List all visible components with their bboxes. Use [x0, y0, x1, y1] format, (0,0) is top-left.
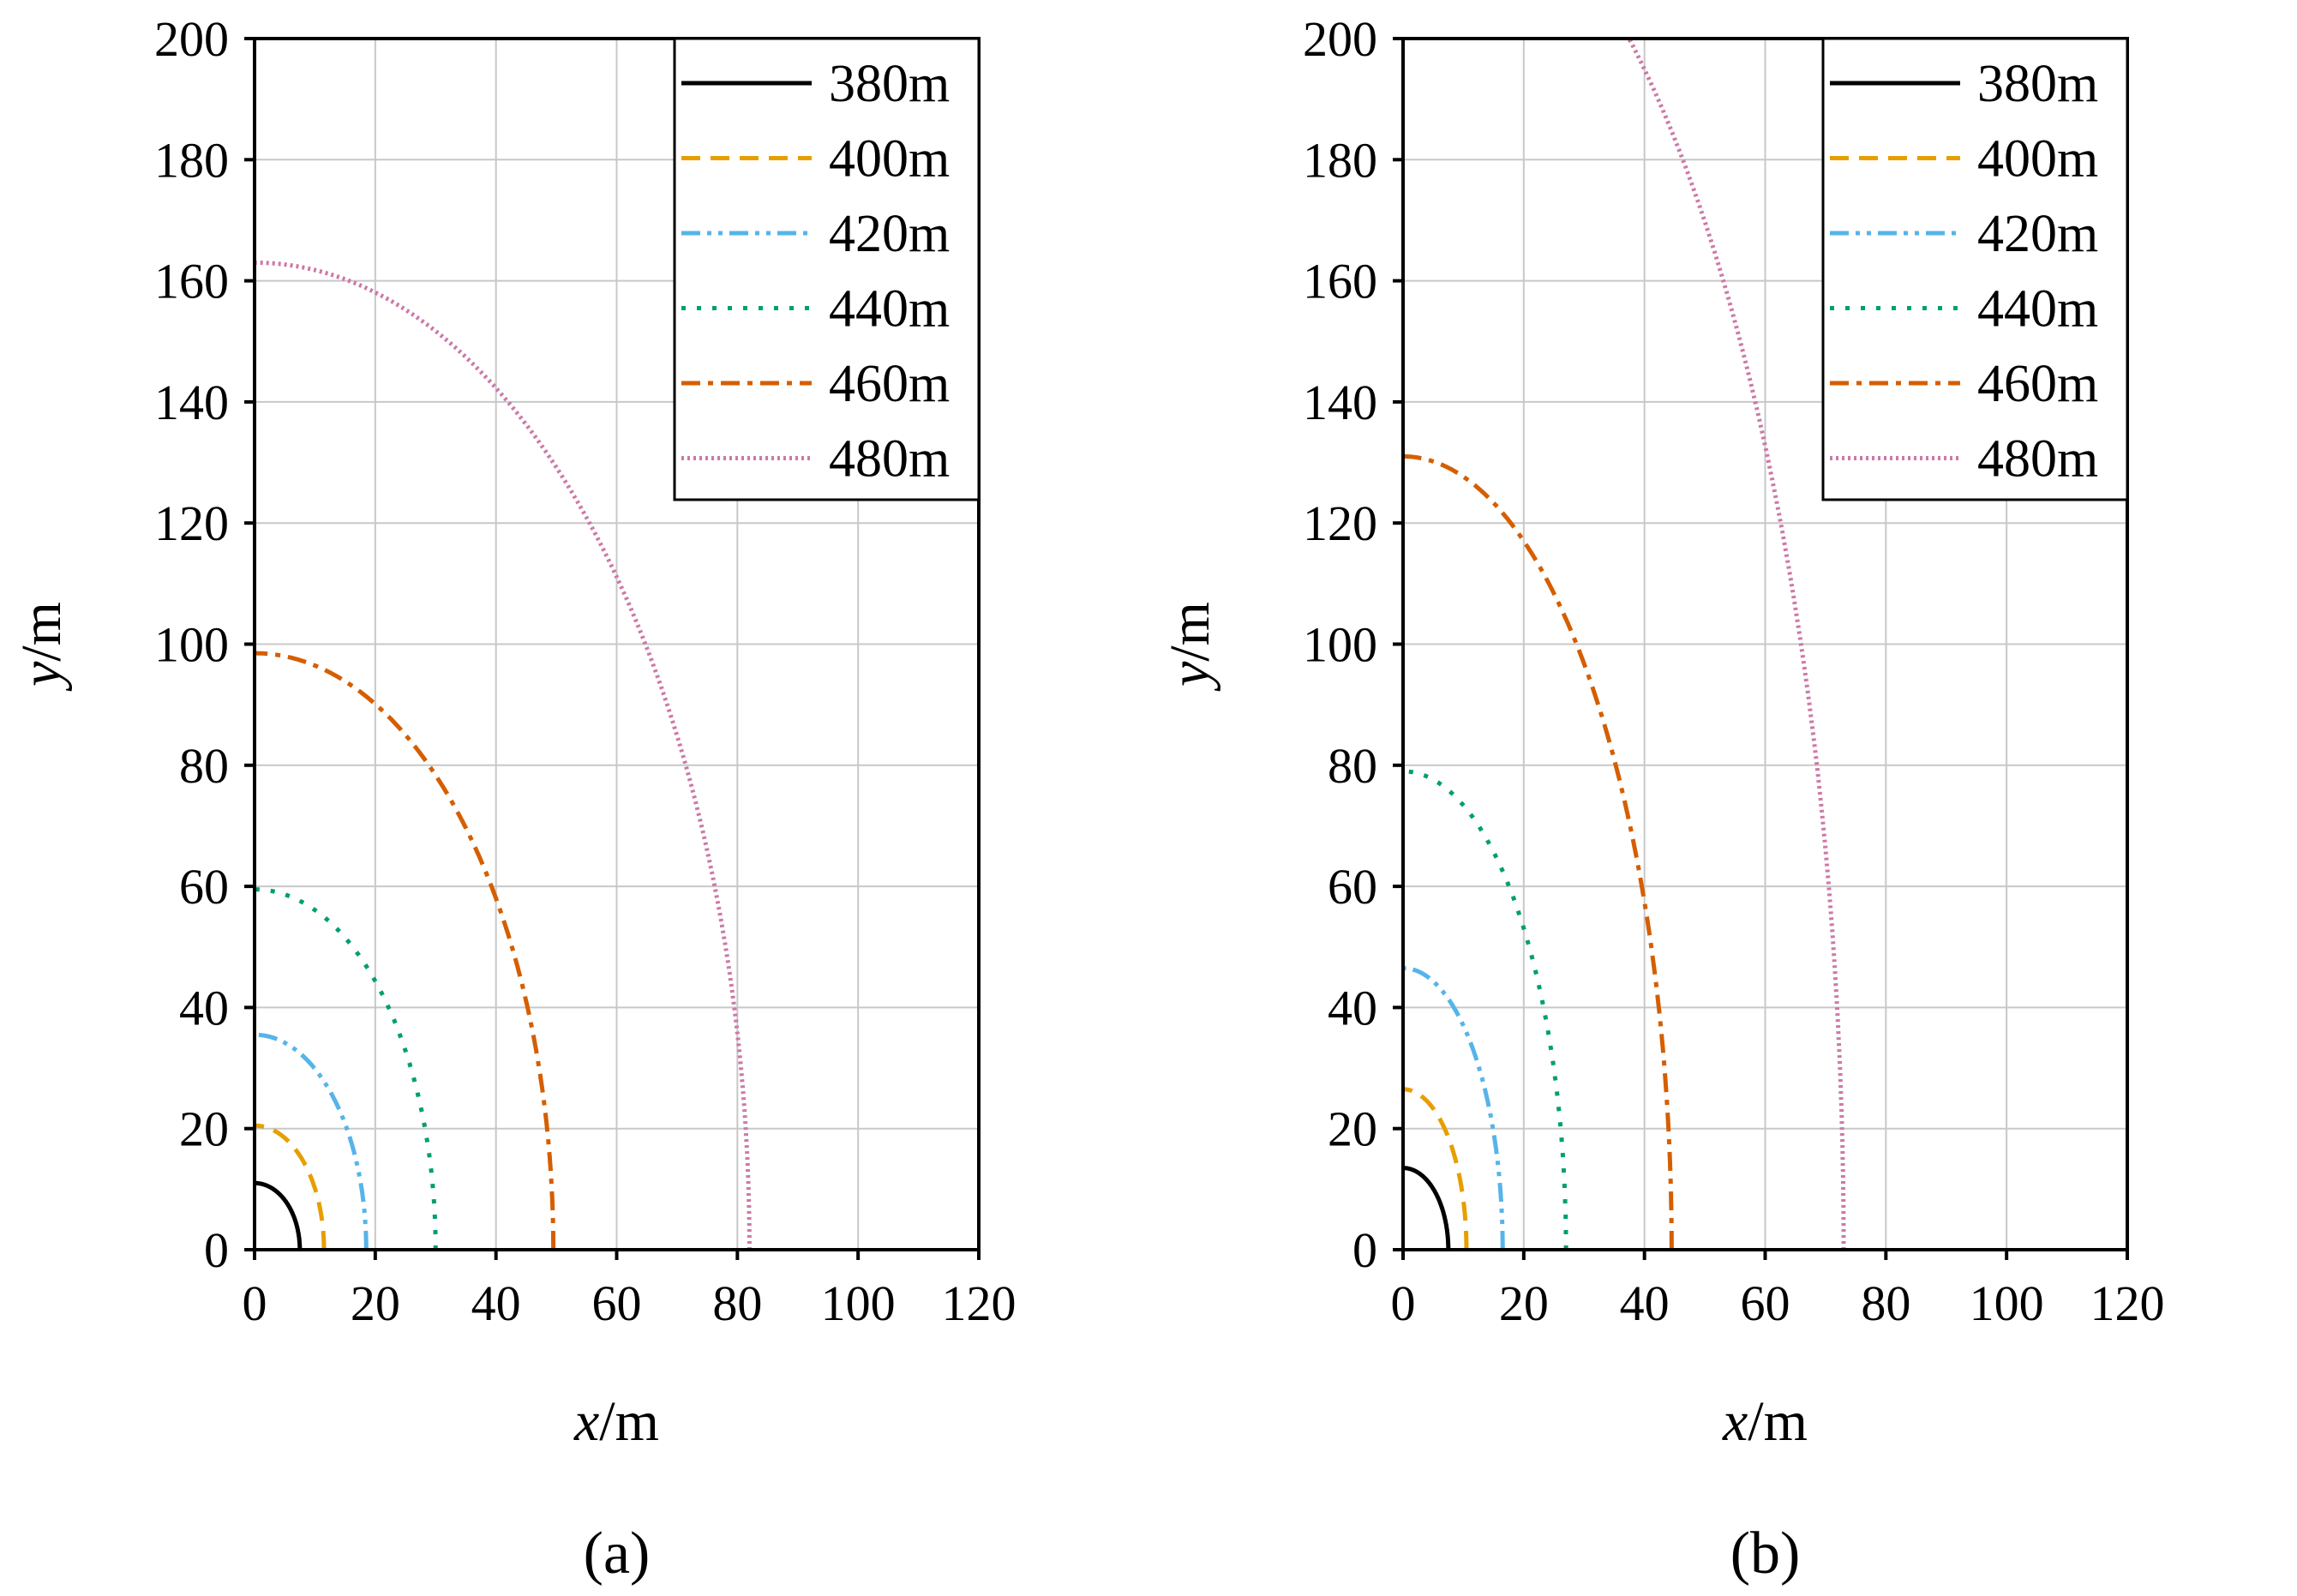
legend-label-460m: 460m — [829, 355, 950, 413]
legend-label-380m: 380m — [829, 55, 950, 113]
x-tick-label: 0 — [243, 1275, 267, 1331]
legend: 380m 400m 420m 440m 460m 480m — [673, 37, 981, 501]
y-tick-label: 160 — [1303, 254, 1377, 309]
chart-svg: 0 20 40 60 80 100 120 0 20 40 60 80 100 120 140 160 180 2… — [10, 11, 1017, 1587]
legend-label-480m: 480m — [829, 430, 950, 489]
legend-label-460m: 460m — [1977, 355, 2098, 413]
x-tick-label: 60 — [1741, 1275, 1790, 1331]
x-tick-label: 100 — [1970, 1275, 2044, 1331]
legend-label-480m: 480m — [1977, 430, 2098, 489]
legend-label-400m: 400m — [1977, 130, 2098, 189]
y-axis-label: y/m — [10, 602, 73, 692]
legend-label-380m: 380m — [1977, 55, 2098, 113]
y-tick-label: 100 — [1303, 617, 1377, 673]
panel-label: (a) — [584, 1521, 651, 1587]
y-tick-label: 140 — [1303, 375, 1377, 430]
legend-label-420m: 420m — [1977, 205, 2098, 263]
series-line-420m — [1403, 966, 1505, 1250]
y-tick-label: 80 — [179, 738, 229, 794]
series-line-480m — [255, 260, 752, 1250]
y-tick-label: 200 — [1303, 11, 1377, 67]
x-axis-var: x — [1722, 1390, 1748, 1453]
series-line-440m — [1403, 769, 1568, 1250]
x-axis-label: x/m — [573, 1390, 659, 1453]
x-tick-label: 100 — [821, 1275, 896, 1331]
chart-panel-b: 0 20 40 60 80 100 120 0 20 40 60 80 100 120 140 160 180 2… — [1148, 0, 2297, 1596]
y-tick-label: 40 — [179, 980, 229, 1035]
x-tick-label: 20 — [351, 1275, 400, 1331]
y-tick-label: 20 — [1328, 1101, 1377, 1157]
legend-label-420m: 420m — [829, 205, 950, 263]
x-tick-label: 120 — [2090, 1275, 2165, 1331]
y-tick-label: 100 — [154, 617, 229, 673]
series-line-380m — [1403, 1166, 1451, 1250]
x-tick-label: 40 — [1620, 1275, 1670, 1331]
y-tick-label: 40 — [1328, 980, 1377, 1035]
x-axis-label: x/m — [1722, 1390, 1808, 1453]
y-axis-var: y — [1159, 661, 1221, 692]
y-tick-label: 20 — [179, 1101, 229, 1157]
legend-label-440m: 440m — [1977, 280, 2098, 339]
series-line-480m — [1626, 39, 1846, 1250]
y-tick-label: 60 — [1328, 859, 1377, 915]
y-axis-unit: /m — [1159, 602, 1221, 662]
panel-label: (b) — [1730, 1521, 1801, 1587]
x-tick-label: 80 — [1861, 1275, 1910, 1331]
y-tick-label: 0 — [1352, 1222, 1377, 1278]
chart-svg: 0 20 40 60 80 100 120 0 20 40 60 80 100 120 140 160 180 2… — [1159, 11, 2165, 1587]
y-tick-label: 180 — [1303, 132, 1377, 188]
legend-label-400m: 400m — [829, 130, 950, 189]
y-tick-label: 200 — [154, 11, 229, 67]
x-tick-label: 60 — [592, 1275, 642, 1331]
series-line-460m — [255, 651, 556, 1250]
legend: 380m 400m 420m 440m 460m 480m — [1821, 37, 2129, 501]
series-line-380m — [255, 1180, 303, 1250]
y-tick-label: 160 — [154, 254, 229, 309]
legend-box — [673, 37, 981, 501]
y-axis-var: y — [10, 661, 73, 692]
y-tick-label: 120 — [1303, 495, 1377, 551]
y-tick-label: 80 — [1328, 738, 1377, 794]
y-axis-label: y/m — [1159, 602, 1221, 692]
x-axis-var: x — [573, 1390, 599, 1453]
x-tick-label: 120 — [942, 1275, 1017, 1331]
series-line-460m — [1403, 454, 1674, 1250]
y-tick-label: 60 — [179, 859, 229, 915]
y-tick-label: 0 — [204, 1222, 229, 1278]
x-tick-label: 0 — [1391, 1275, 1416, 1331]
series-line-400m — [1403, 1087, 1469, 1250]
y-tick-label: 140 — [154, 375, 229, 430]
chart-panel-a: 0 20 40 60 80 100 120 0 20 40 60 80 100 120 140 160 180 2… — [0, 0, 1140, 1596]
legend-label-440m: 440m — [829, 280, 950, 339]
x-tick-label: 80 — [712, 1275, 762, 1331]
series-line-440m — [255, 887, 438, 1250]
x-tick-label: 40 — [471, 1275, 521, 1331]
x-tick-label: 20 — [1499, 1275, 1549, 1331]
x-axis-unit: /m — [599, 1390, 659, 1453]
series-line-400m — [255, 1123, 327, 1250]
series-line-420m — [255, 1032, 369, 1250]
y-tick-label: 120 — [154, 495, 229, 551]
y-axis-unit: /m — [10, 602, 73, 662]
x-axis-unit: /m — [1748, 1390, 1808, 1453]
y-tick-label: 180 — [154, 132, 229, 188]
legend-box — [1821, 37, 2129, 501]
